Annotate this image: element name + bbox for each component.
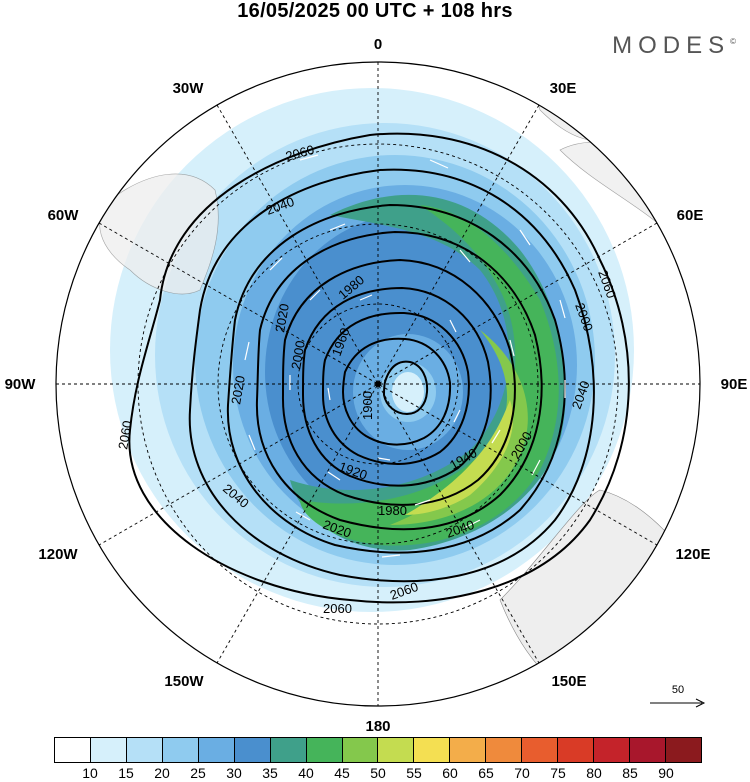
colorbar-tick-label: 15 [118, 765, 134, 781]
contour-label: 2020 [228, 374, 248, 405]
colorbar-tick-label: 70 [514, 765, 530, 781]
colorbar-tick-label: 30 [226, 765, 242, 781]
lon-label-90e: 90E [721, 376, 748, 393]
colorbar-cell [665, 738, 701, 762]
lon-label-120w: 120W [38, 546, 78, 563]
colorbar-tick-label: 20 [154, 765, 170, 781]
reference-vector: 50 [648, 684, 708, 710]
reference-arrow-icon [650, 698, 706, 708]
lon-label-150w: 150W [164, 673, 204, 690]
lon-label-150e: 150E [551, 673, 586, 690]
colorbar-cell [270, 738, 307, 762]
colorbar-cell [234, 738, 271, 762]
contour-label: 1900 [360, 391, 375, 420]
colorbar-tick-label: 65 [478, 765, 494, 781]
graticule [56, 62, 700, 706]
colorbar-cell [306, 738, 343, 762]
lon-label-90w: 90W [5, 376, 37, 393]
lon-label-60w: 60W [48, 207, 80, 224]
lon-label-180: 180 [365, 718, 390, 735]
colorbar-tick-label: 40 [298, 765, 314, 781]
colorbar-tick-label: 10 [82, 765, 98, 781]
lon-label-0: 0 [374, 36, 382, 53]
colorbar-tick-label: 60 [442, 765, 458, 781]
colorbar [54, 737, 702, 763]
wind-speed-shading [110, 88, 634, 612]
polar-map: 0 30E 60E 90E 120E 150E 180 150W 120W 90… [5, 36, 748, 735]
colorbar-cell [522, 738, 559, 762]
lon-label-120e: 120E [675, 546, 710, 563]
contour-label: 2060 [284, 142, 316, 164]
colorbar-tick-label: 85 [622, 765, 638, 781]
contour-label: 2060 [323, 601, 352, 616]
colorbar-tick-label: 90 [658, 765, 674, 781]
pole-marker [375, 381, 381, 387]
colorbar-cell [198, 738, 235, 762]
colorbar-tick-label: 75 [550, 765, 566, 781]
map-title: 16/05/2025 00 UTC + 108 hrs [237, 0, 513, 22]
colorbar-cell [378, 738, 415, 762]
contour-label: 1980 [378, 503, 407, 518]
lon-label-60e: 60E [677, 207, 704, 224]
brand-mark: © [730, 37, 736, 46]
lon-label-30w: 30W [173, 80, 205, 97]
colorbar-cell [414, 738, 451, 762]
colorbar-tick-label: 80 [586, 765, 602, 781]
brand-name: MODES [612, 32, 731, 59]
colorbar-cell [126, 738, 163, 762]
height-contours [128, 132, 630, 604]
brand-logo: MODES© [612, 32, 736, 60]
colorbar-cell [342, 738, 379, 762]
colorbar-tick-label: 35 [262, 765, 278, 781]
contour-labels: 2060 2040 2020 2000 1980 1960 1900 2000 … [115, 142, 619, 616]
colorbar-cell [486, 738, 523, 762]
contour-label: 2060 [115, 419, 135, 450]
contour-label: 2000 [288, 339, 308, 370]
contour-label: 2020 [272, 302, 292, 333]
colorbar-tick-label: 55 [406, 765, 422, 781]
colorbar-cell [594, 738, 630, 762]
colorbar-cell [90, 738, 127, 762]
colorbar-ticks: 10 15 20 25 30 35 40 45 50 55 60 65 70 75 80 85 90 [54, 765, 702, 782]
colorbar-cell [558, 738, 595, 762]
colorbar-cell [55, 738, 91, 762]
wind-vectors [244, 154, 566, 558]
map-boundary [55, 61, 701, 707]
colorbar-tick-label: 45 [334, 765, 350, 781]
reference-vector-label: 50 [671, 684, 685, 696]
colorbar-cell [630, 738, 666, 762]
colorbar-tick-label: 25 [190, 765, 206, 781]
lon-label-30e: 30E [550, 80, 577, 97]
colorbar-cell [162, 738, 199, 762]
colorbar-cell [450, 738, 487, 762]
colorbar-tick-label: 50 [370, 765, 386, 781]
